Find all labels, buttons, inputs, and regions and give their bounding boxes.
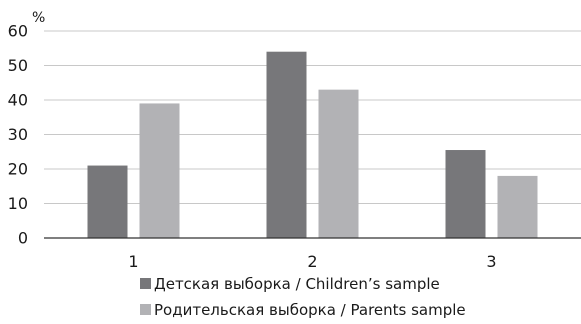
y-tick-label: 60	[8, 22, 28, 41]
y-tick-label: 20	[8, 160, 28, 179]
y-tick-label: 40	[8, 91, 28, 110]
legend-swatch	[140, 278, 151, 289]
axes: 0 10 20 30 40 50 60% 1 2 3	[8, 10, 581, 271]
x-tick-label: 3	[486, 252, 496, 271]
legend-label: Родительская выборка / Parents sample	[154, 301, 466, 319]
x-tick-label: 1	[128, 252, 138, 271]
y-tick-label: 10	[8, 194, 28, 213]
legend: Детская выборка / Children’s sample Родит…	[140, 275, 466, 319]
bar-children-1	[87, 165, 128, 238]
bar-children-2	[266, 51, 307, 239]
y-tick-label: 50	[8, 56, 28, 75]
bar-parents-3	[497, 175, 538, 238]
bar-children-3	[445, 150, 486, 238]
x-tick-label: 2	[307, 252, 317, 271]
bars	[87, 51, 538, 239]
bar-parents-2	[318, 89, 359, 239]
gridlines	[44, 30, 581, 204]
y-tick-label: 30	[8, 125, 28, 144]
legend-swatch	[140, 304, 151, 315]
bar-parents-1	[139, 103, 180, 238]
y-tick-label: 0	[18, 229, 28, 248]
y-axis-label: %	[32, 10, 45, 26]
legend-label: Детская выборка / Children’s sample	[154, 275, 440, 293]
